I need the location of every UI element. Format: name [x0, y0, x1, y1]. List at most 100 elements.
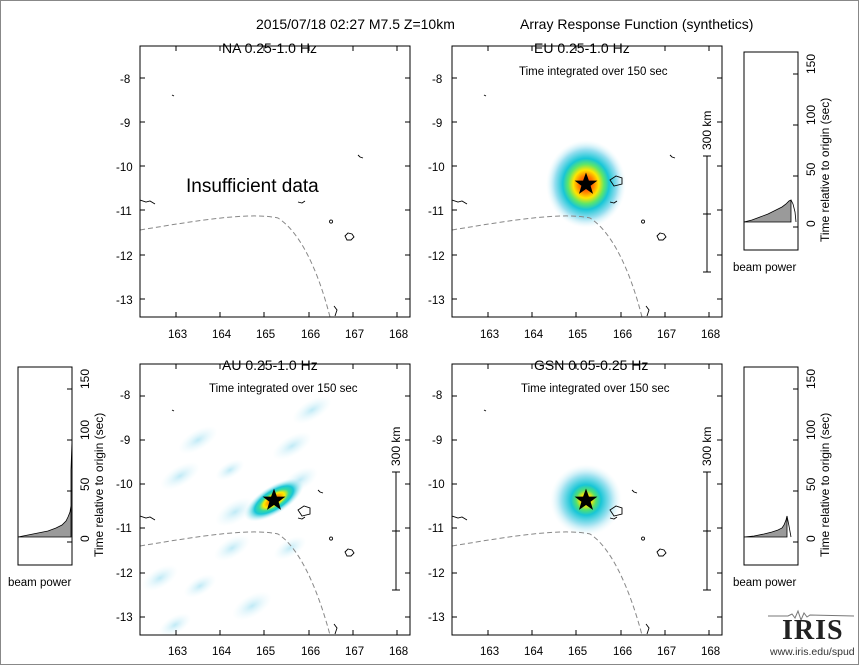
map-frame-na [139, 45, 411, 318]
map-panel-eu [452, 94, 676, 317]
y-tick-label: -8 [432, 74, 443, 86]
y-tick-label: -11 [428, 523, 444, 535]
scale-label-eu: 300 km [700, 110, 714, 150]
x-tick-label: 164 [524, 646, 544, 658]
panel-note-eu: Time integrated over 150 sec [519, 66, 668, 78]
beam-trace-tail-gsn [786, 515, 792, 538]
beam-xlabel: beam power [733, 262, 797, 274]
scale-label-gsn: 300 km [700, 426, 714, 466]
x-tick-label: 166 [613, 329, 633, 341]
y-tick-label: -12 [428, 568, 445, 580]
epicenter-star-icon [574, 488, 598, 510]
scale-bar-au [392, 471, 400, 591]
beam-ylabel: Time relative to origin (sec) [818, 412, 832, 557]
coastlines [140, 94, 364, 317]
y-tick-label: -10 [428, 162, 445, 174]
x-tick-label: 168 [389, 329, 409, 341]
x-tick-label: 167 [345, 329, 365, 341]
beam-trace-au [17, 505, 72, 538]
beam-tick-label: 50 [804, 162, 818, 176]
x-tick-label: 165 [256, 646, 276, 658]
y-tick-label: -13 [428, 612, 445, 624]
x-tick-label: 164 [212, 329, 232, 341]
x-tick-label: 164 [212, 646, 232, 658]
y-tick-label: -9 [120, 435, 131, 447]
beam-trace-eu [743, 199, 792, 223]
x-tick-label: 165 [568, 646, 588, 658]
y-tick-label: -12 [116, 568, 133, 580]
beam-trace-tail-au [70, 439, 73, 506]
beam-ylabel: Time relative to origin (sec) [818, 97, 832, 242]
epicenter-star-icon [574, 172, 598, 194]
map-frame-gsn [451, 363, 723, 636]
beam-tick-label: 100 [804, 419, 818, 440]
beam-tick-label: 0 [804, 220, 818, 227]
y-tick-label: -10 [116, 479, 133, 491]
panel-label-au: AU 0.25-1.0 Hz [222, 357, 318, 373]
iris-url[interactable]: www.iris.edu/spud [770, 646, 855, 658]
map-panel-na [140, 94, 364, 317]
scale-label-au: 300 km [389, 426, 403, 466]
x-tick-label: 163 [168, 646, 188, 658]
x-tick-label: 168 [389, 646, 409, 658]
panel-note-gsn: Time integrated over 150 sec [521, 383, 670, 395]
x-tick-label: 167 [657, 646, 677, 658]
trench-line [140, 531, 331, 635]
trench-line [452, 215, 643, 317]
y-tick-label: -8 [432, 390, 443, 402]
beam-tick-label: 150 [78, 368, 92, 389]
y-tick-label: -9 [432, 118, 443, 130]
axis-ticks [140, 46, 722, 635]
side-lobes [141, 396, 332, 635]
trench-line [452, 531, 643, 635]
y-tick-label: -13 [116, 295, 133, 307]
x-tick-label: 166 [301, 329, 321, 341]
x-tick-label: 163 [480, 329, 500, 341]
scale-bar-eu [703, 155, 711, 273]
coastlines [452, 409, 667, 635]
y-tick-label: -8 [120, 74, 131, 86]
panel-label-na: NA 0.25-1.0 Hz [222, 40, 317, 56]
epicenter-star-icon [262, 488, 286, 510]
x-tick-label: 166 [613, 646, 633, 658]
y-tick-label: -11 [116, 523, 132, 535]
beam-tick-label: 100 [804, 104, 818, 125]
panel-note-au: Time integrated over 150 sec [209, 383, 358, 395]
beam-axis-ticks [67, 73, 798, 543]
coastlines [452, 94, 676, 317]
y-tick-label: -12 [116, 251, 133, 263]
coastlines [140, 409, 355, 635]
scale-bar-gsn [703, 471, 711, 591]
iris-logo-text: IRIS [782, 615, 844, 646]
map-frame-eu [451, 45, 723, 318]
event-header: 2015/07/18 02:27 M7.5 Z=10km [256, 16, 455, 32]
figure-title: Array Response Function (synthetics) [520, 16, 754, 32]
y-tick-label: -10 [428, 479, 445, 491]
y-tick-label: -9 [120, 118, 131, 130]
x-tick-label: 164 [524, 329, 544, 341]
x-tick-label: 168 [701, 329, 721, 341]
beam-tick-label: 50 [78, 477, 92, 491]
x-tick-label: 163 [168, 329, 188, 341]
x-tick-label: 163 [480, 646, 500, 658]
y-tick-label: -11 [116, 206, 132, 218]
beam-xlabel: beam power [733, 577, 797, 589]
insufficient-data-message: Insufficient data [186, 176, 319, 197]
trench-line [140, 215, 331, 317]
y-tick-label: -9 [432, 435, 443, 447]
seismogram-logo-icon [768, 609, 854, 622]
x-tick-label: 167 [657, 329, 677, 341]
panel-label-gsn: GSN 0.05-0.25 Hz [534, 357, 649, 373]
beam-tick-label: 0 [804, 535, 818, 542]
y-tick-label: -13 [116, 612, 133, 624]
y-tick-label: -8 [120, 390, 131, 402]
beam-tick-label: 100 [78, 419, 92, 440]
beam-tick-label: 0 [78, 535, 92, 542]
panel-label-eu: EU 0.25-1.0 Hz [534, 40, 630, 56]
beam-trace-gsn [743, 515, 788, 538]
beam-xlabel: beam power [8, 577, 72, 589]
map-panel-au [140, 396, 355, 635]
beam-ylabel: Time relative to origin (sec) [92, 412, 106, 557]
iris-logo: IRIS www.iris.edu/spud [768, 608, 855, 660]
